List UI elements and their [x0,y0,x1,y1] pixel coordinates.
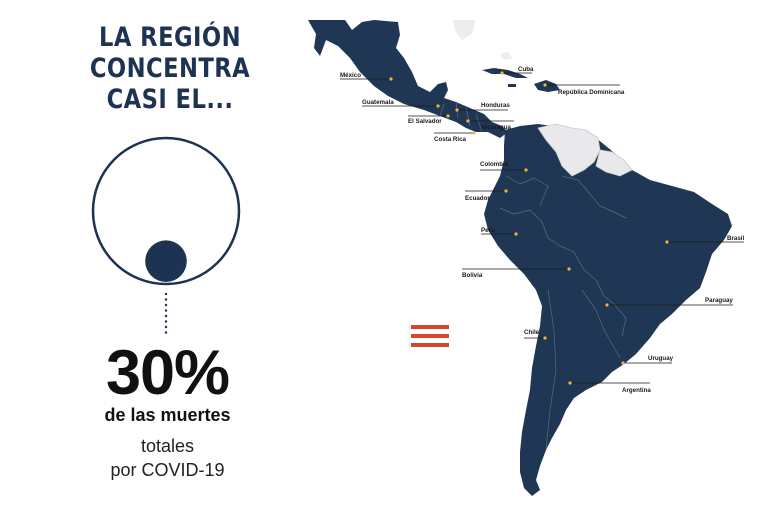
svg-text:Chile: Chile [524,329,540,336]
label-ecuador: Ecuador [465,189,508,202]
dotted-connector [164,292,168,340]
percentage-value: 30% [105,338,230,408]
stat-caption-2: totales [140,436,195,456]
label-republica-dominicana: República Dominicana [543,83,625,96]
label-mexico: México [340,72,393,81]
label-nicaragua: Nicaragua [466,119,514,131]
label-el-salvador: El Salvador [408,114,450,125]
svg-text:Bolivia: Bolivia [462,272,483,279]
svg-text:Cuba: Cuba [518,66,534,73]
headline-line-1: LA REGIÓN [99,22,241,53]
svg-text:El Salvador: El Salvador [408,118,442,125]
headline-line-3: CASI EL... [106,84,234,115]
headline-line-2: CONCENTRA [89,53,251,84]
bahamas-region [500,52,512,60]
south-america-landmass [484,124,732,496]
label-peru: Perú [481,227,518,236]
stat-caption-3: por COVID-19 [110,460,225,480]
menu-icon[interactable] [411,325,449,349]
mexico-central-america-landmass [308,20,508,138]
label-brasil: Brasil [665,235,744,244]
label-argentina: Argentina [568,381,651,394]
svg-text:Nicaragua: Nicaragua [481,124,511,131]
svg-text:Honduras: Honduras [481,102,510,109]
svg-text:Paraguay: Paraguay [705,297,733,304]
jamaica-landmass [508,84,516,87]
svg-text:Uruguay: Uruguay [648,355,674,362]
svg-text:Guatemala: Guatemala [362,99,394,106]
label-chile: Chile [524,329,547,340]
svg-text:México: México [340,72,361,79]
outer-ring [91,136,241,286]
florida-region [452,20,476,40]
share-dot [145,240,187,282]
hispaniola-landmass [534,80,560,92]
proportion-circle-icon [91,136,241,286]
svg-text:Argentina: Argentina [622,387,651,394]
svg-text:Colombia: Colombia [480,161,509,168]
label-costa-rica: Costa Rica [434,131,476,143]
guianas-region [595,149,633,177]
label-bolivia: Bolivia [462,267,571,279]
svg-text:Ecuador: Ecuador [465,195,490,202]
svg-text:Perú: Perú [481,227,495,234]
label-cuba: Cuba [500,66,534,75]
country-labels: México Cuba República Dominicana Guatema… [340,66,744,394]
svg-text:República Dominicana: República Dominicana [558,89,625,96]
label-colombia: Colombia [480,161,528,172]
latin-america-map: México Cuba República Dominicana Guatema… [308,20,744,496]
stat-caption-1: de las muertes [104,405,231,425]
svg-text:Brasil: Brasil [727,235,744,242]
label-uruguay: Uruguay [621,355,674,365]
venezuela-region [537,123,601,177]
label-honduras: Honduras [455,102,510,112]
label-paraguay: Paraguay [605,297,733,307]
left-panel: LA REGIÓN CONCENTRA CASI EL... 30% de la… [0,0,335,529]
headline: LA REGIÓN CONCENTRA CASI EL... [78,22,263,115]
svg-text:Costa Rica: Costa Rica [434,136,467,143]
label-guatemala: Guatemala [362,99,440,108]
